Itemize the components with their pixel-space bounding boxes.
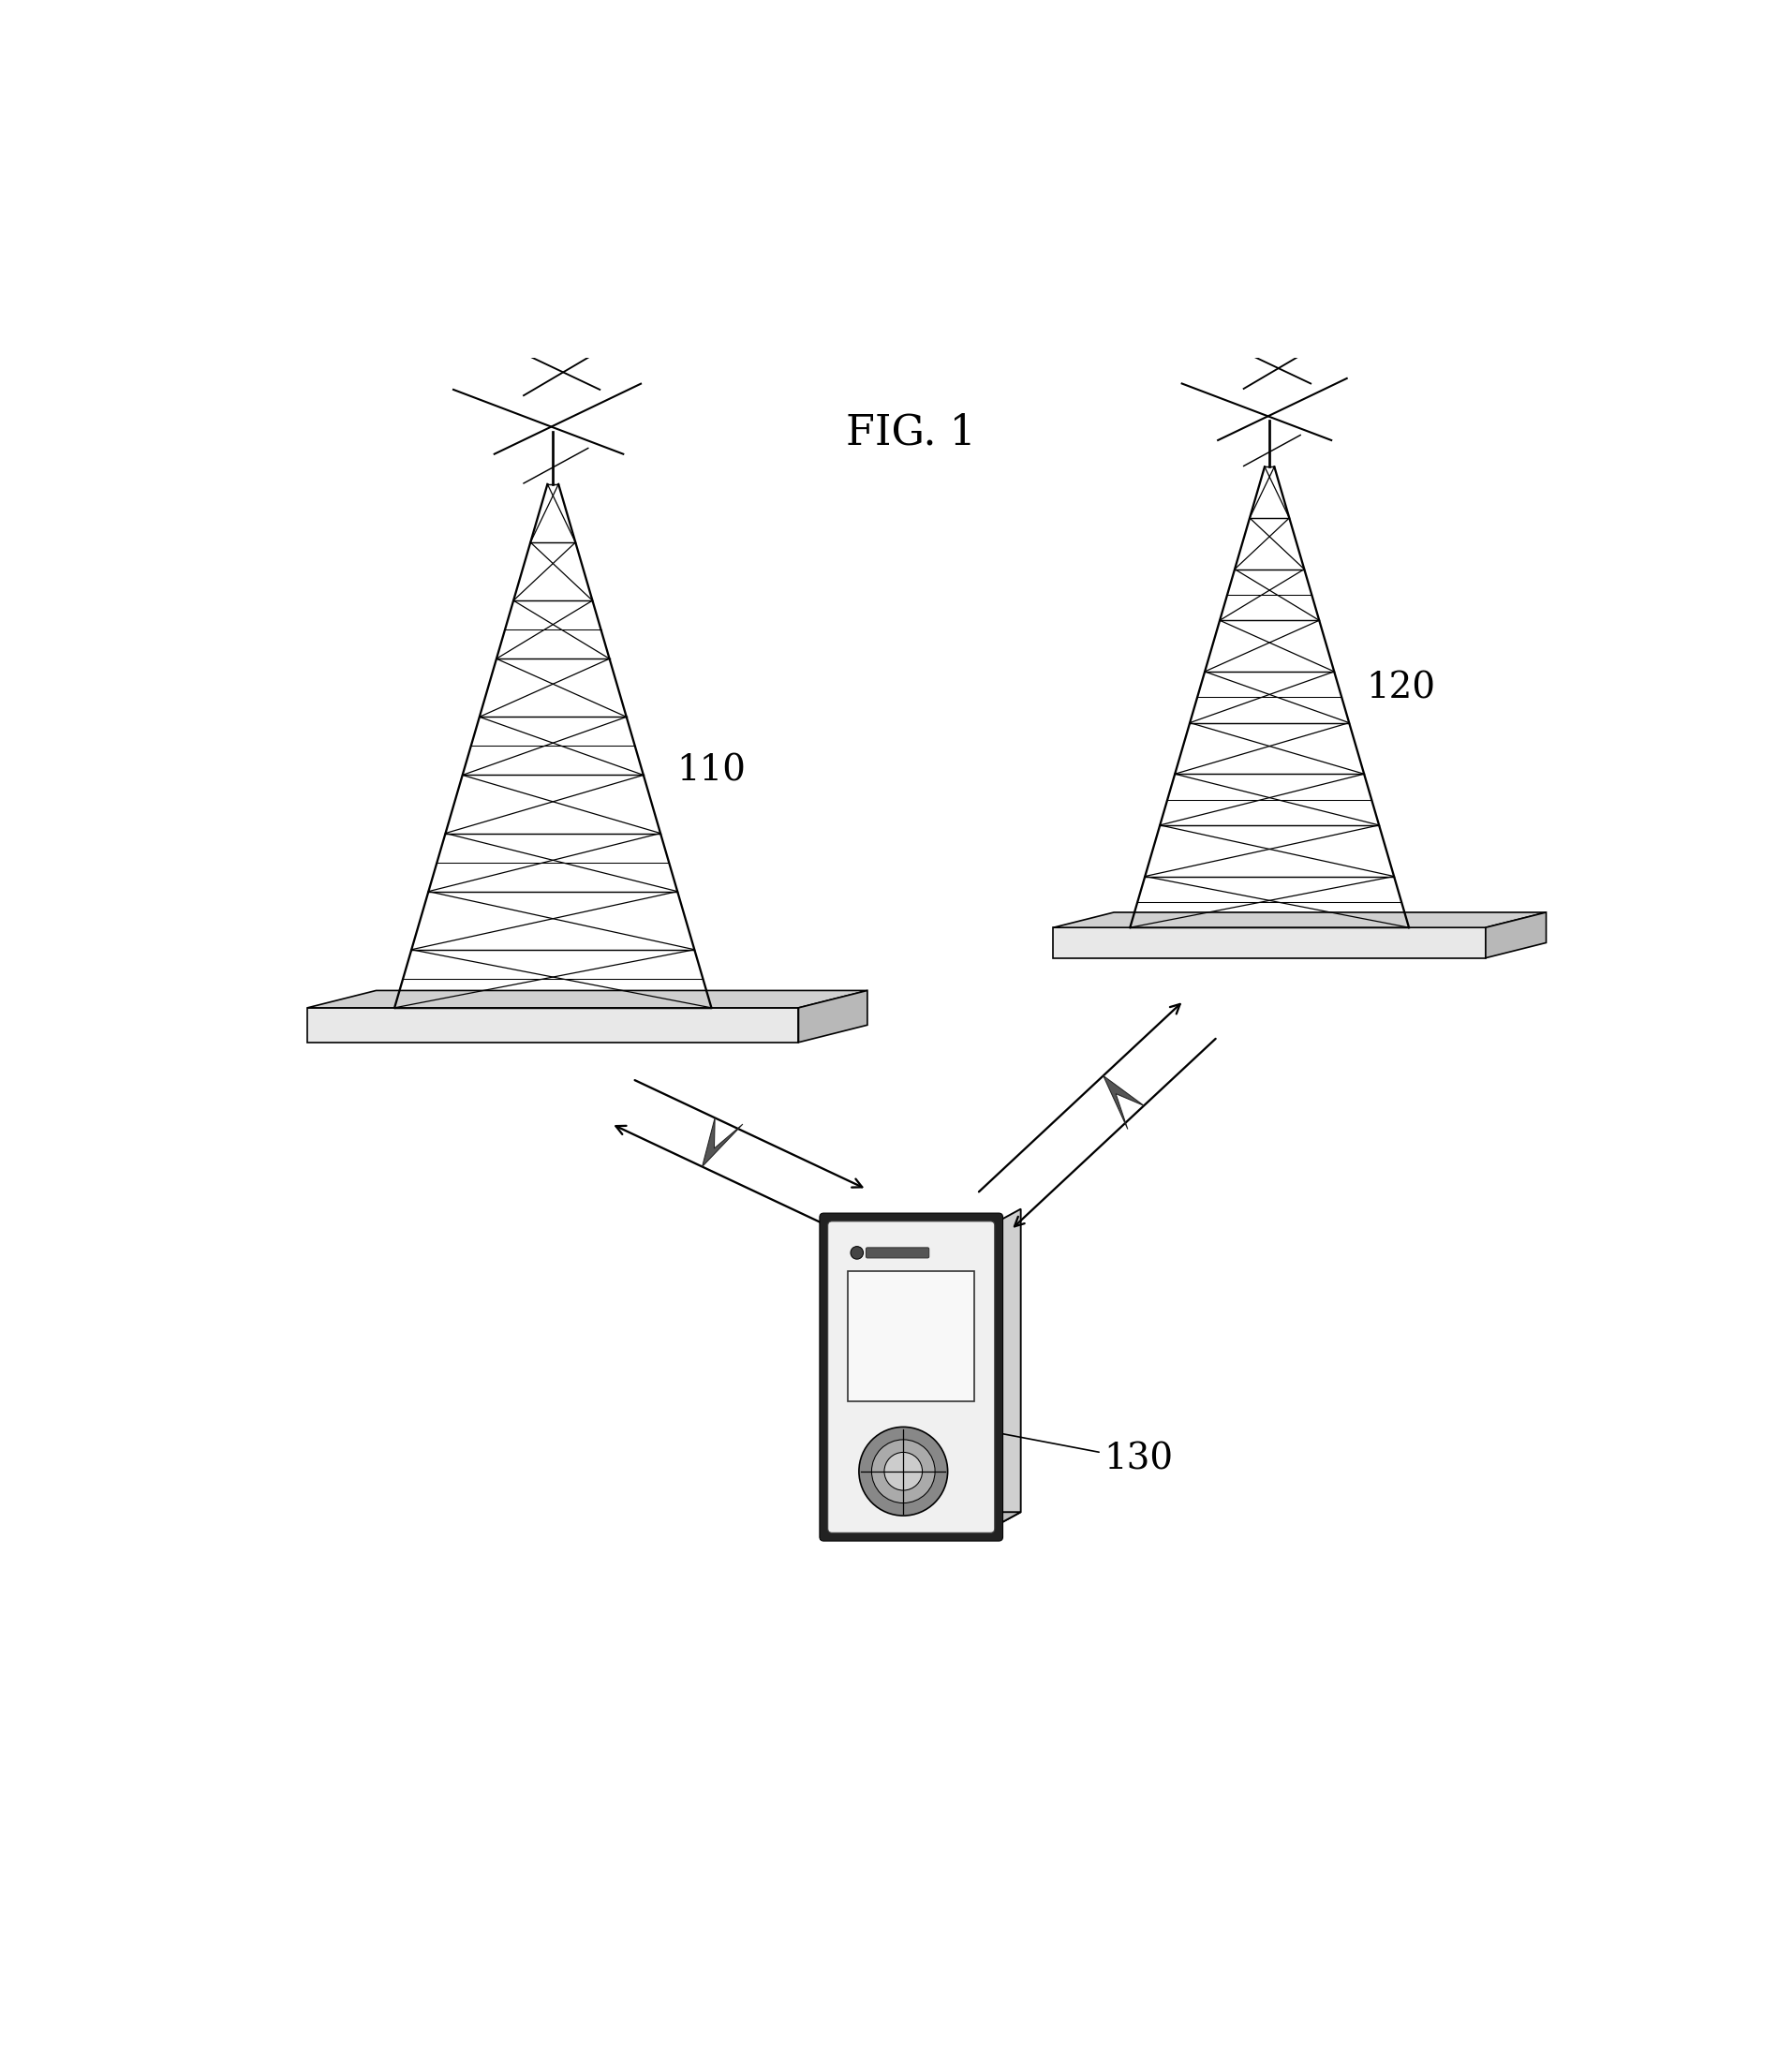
Text: 120: 120	[1366, 671, 1435, 704]
Circle shape	[871, 1440, 935, 1502]
Polygon shape	[702, 1119, 743, 1167]
Polygon shape	[1486, 912, 1547, 957]
Polygon shape	[1053, 928, 1486, 957]
Text: 130: 130	[996, 1432, 1173, 1477]
Circle shape	[884, 1452, 923, 1490]
Polygon shape	[798, 990, 868, 1042]
Polygon shape	[1053, 912, 1547, 928]
Polygon shape	[1104, 1075, 1143, 1129]
Circle shape	[850, 1247, 864, 1260]
Polygon shape	[308, 1007, 798, 1042]
Polygon shape	[308, 990, 868, 1007]
Text: 110: 110	[677, 754, 747, 787]
Polygon shape	[990, 1208, 1021, 1529]
FancyBboxPatch shape	[820, 1212, 1003, 1542]
Polygon shape	[832, 1513, 1021, 1529]
FancyBboxPatch shape	[866, 1247, 928, 1258]
Circle shape	[859, 1428, 948, 1517]
Bar	[848, 1270, 974, 1401]
FancyBboxPatch shape	[829, 1220, 994, 1533]
Text: FIG. 1: FIG. 1	[846, 412, 976, 454]
